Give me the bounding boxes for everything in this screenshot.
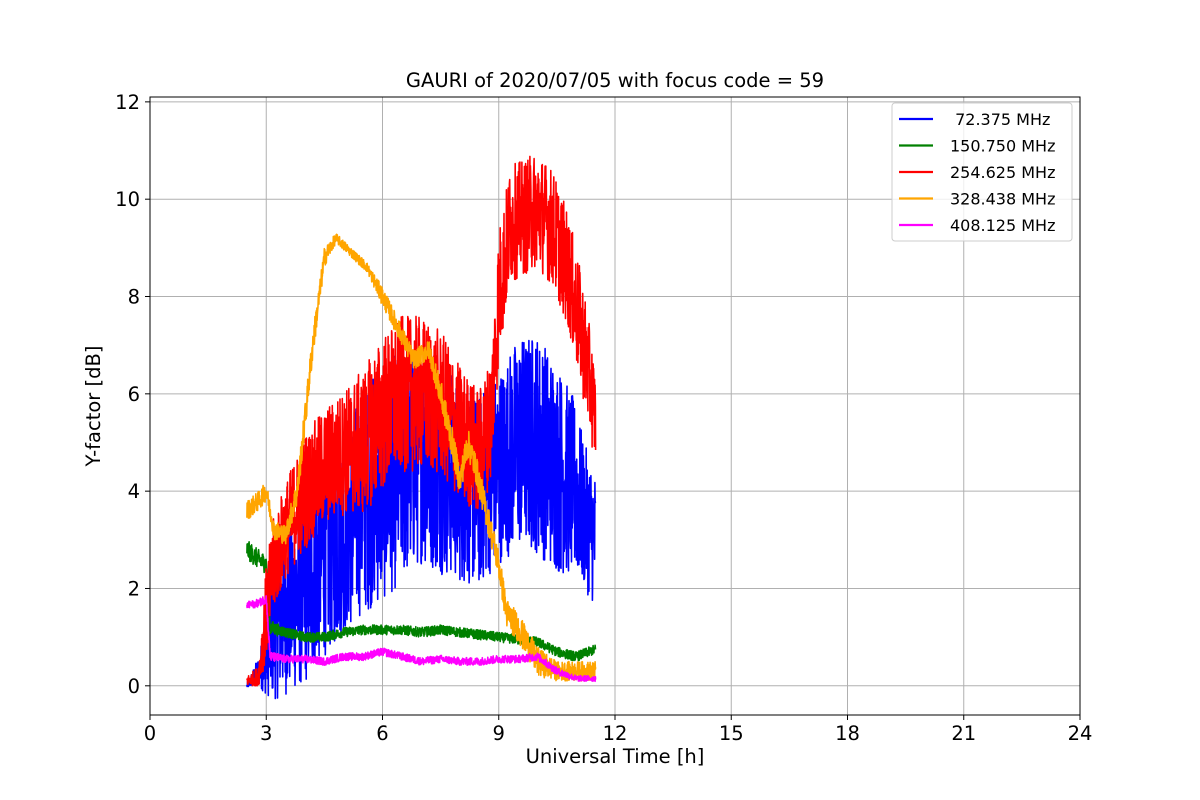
y-axis-label: Y-factor [dB] [82,346,105,468]
y-tick-label: 6 [128,383,140,406]
series-line [246,541,597,662]
legend: 72.375 MHz 150.750 MHz 254.625 MHz 328.438 … [891,102,1073,242]
y-tick-label: 0 [128,675,140,698]
legend-label: 328.438 MHz [950,190,1055,209]
y-tick-label: 4 [128,480,140,503]
series-line [246,595,597,683]
chart-title: GAURI of 2020/07/05 with focus code = 59 [406,69,824,92]
series-line [246,155,597,687]
x-tick-label: 15 [719,722,744,745]
legend-label: 408.125 MHz [950,216,1055,235]
legend-label: 72.375 MHz [950,110,1050,129]
x-tick-label: 6 [376,722,388,745]
legend-label: 150.750 MHz [950,137,1055,156]
series-lines [246,155,597,700]
x-tick-label: 21 [951,722,976,745]
x-axis-label: Universal Time [h] [526,745,705,768]
legend-label: 254.625 MHz [950,163,1055,182]
legend-items: 72.375 MHz 150.750 MHz 254.625 MHz 328.438 … [899,110,1055,235]
x-tick-label: 0 [144,722,156,745]
y-tick-label: 2 [128,577,140,600]
x-tick-label: 9 [493,722,505,745]
x-tick-label: 24 [1068,722,1093,745]
series-line [246,339,597,700]
y-tick-label: 10 [115,188,140,211]
y-tick-label: 12 [115,91,140,114]
x-tick-label: 12 [603,722,628,745]
x-tick-label: 3 [260,722,272,745]
y-tick-label: 8 [128,286,140,309]
legend-box [891,102,1073,242]
x-tick-label: 18 [835,722,860,745]
